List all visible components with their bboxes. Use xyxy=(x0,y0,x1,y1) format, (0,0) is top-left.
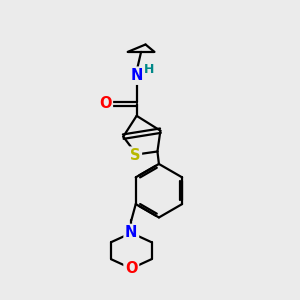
Text: H: H xyxy=(144,63,154,76)
Text: O: O xyxy=(99,96,111,111)
Text: S: S xyxy=(130,148,140,163)
Text: O: O xyxy=(125,261,137,276)
Text: N: N xyxy=(125,225,137,240)
Text: N: N xyxy=(130,68,143,83)
